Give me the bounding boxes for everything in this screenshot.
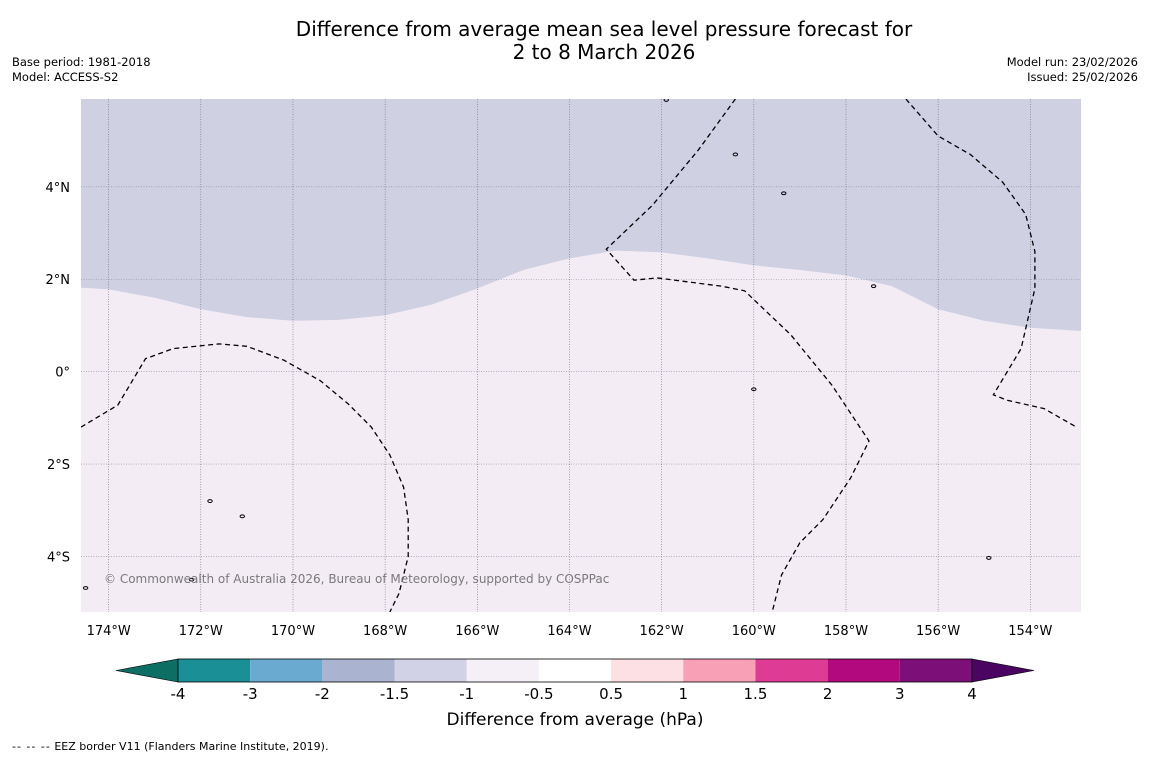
colorbar-segment [827, 659, 900, 682]
lon-tick-label: 170°W [271, 624, 315, 639]
lon-tick-label: 162°W [640, 624, 684, 639]
colorbar-tick-label: 1 [678, 685, 688, 703]
colorbar-tick-label: -0.5 [524, 685, 553, 703]
colorbar-tick-label: -2 [315, 685, 330, 703]
colorbar-tick-label: 4 [967, 685, 977, 703]
colorbar-segment [466, 659, 539, 682]
lon-tick-label: 164°W [547, 624, 591, 639]
footer-legend: -- -- -- EEZ border V11 (Flanders Marine… [12, 740, 328, 753]
lon-tick-label: 172°W [179, 624, 223, 639]
colorbar-label: Difference from average (hPa) [447, 710, 704, 730]
colorbar-segment [755, 659, 828, 682]
eez-border [605, 99, 870, 612]
colorbar-tick-label: -1.5 [380, 685, 409, 703]
island [82, 586, 89, 590]
anomaly-zone-north [81, 99, 1081, 331]
colorbar-segment [250, 659, 323, 682]
issued-text: Issued: 25/02/2026 [1027, 70, 1138, 84]
eez-border-line-sample: -- -- -- [12, 740, 51, 753]
base-period-text: Base period: 1981-2018 [12, 55, 151, 69]
colorbar-tick-label: 3 [895, 685, 905, 703]
colorbar-segment [899, 659, 972, 682]
lat-tick-label: 4°S [47, 551, 70, 566]
lat-tick-label: 0° [55, 366, 70, 381]
colorbar-segment [178, 659, 251, 682]
lon-tick-label: 168°W [363, 624, 407, 639]
colorbar-tick-label: -3 [243, 685, 258, 703]
lon-tick-label: 158°W [824, 624, 868, 639]
lon-tick-label: 174°W [87, 624, 131, 639]
island [207, 499, 213, 503]
island [663, 99, 669, 102]
eez-border [81, 343, 409, 612]
island [732, 152, 739, 157]
colorbar-segment [394, 659, 467, 682]
map-plot-area: © Commonwealth of Australia 2026, Bureau… [81, 99, 1081, 612]
title-line-1: Difference from average mean sea level p… [295, 17, 913, 41]
colorbar-tick-label: 1.5 [744, 685, 768, 703]
copyright-text: © Commonwealth of Australia 2026, Bureau… [104, 572, 609, 586]
colorbar-outline [177, 658, 973, 683]
lon-tick-label: 154°W [1008, 624, 1052, 639]
island [870, 284, 877, 289]
colorbar-extend-high [971, 658, 1035, 683]
colorbar-tick-label: -1 [459, 685, 474, 703]
colorbar-tick-label: -4 [171, 685, 186, 703]
lon-tick-label: 156°W [916, 624, 960, 639]
model-text: Model: ACCESS-S2 [12, 70, 119, 84]
island [986, 556, 992, 560]
colorbar-tick-label: 2 [823, 685, 833, 703]
colorbar-segment [611, 659, 684, 682]
lat-tick-label: 4°N [46, 181, 71, 196]
map-title: Difference from average mean sea level p… [0, 18, 1150, 64]
colorbar-segment [322, 659, 395, 682]
metadata-right: Model run: 23/02/2026 Issued: 25/02/2026 [1007, 55, 1138, 85]
metadata-left: Base period: 1981-2018 Model: ACCESS-S2 [12, 55, 151, 85]
colorbar-tick-label: 0.5 [599, 685, 623, 703]
colorbar-segment [538, 659, 612, 682]
eez-border [905, 99, 1077, 428]
colorbar-extend-low [115, 658, 179, 683]
lon-tick-label: 160°W [732, 624, 776, 639]
colorbar-segment [683, 659, 756, 682]
island [188, 577, 195, 582]
lon-tick-label: 166°W [455, 624, 499, 639]
eez-border-label: EEZ border V11 (Flanders Marine Institut… [54, 740, 329, 753]
title-line-2: 2 to 8 March 2026 [512, 40, 696, 64]
island [781, 191, 787, 196]
island [751, 387, 757, 392]
model-run-text: Model run: 23/02/2026 [1006, 55, 1138, 69]
island [239, 514, 245, 519]
lat-tick-label: 2°N [46, 273, 71, 288]
lat-tick-label: 2°S [47, 458, 70, 473]
